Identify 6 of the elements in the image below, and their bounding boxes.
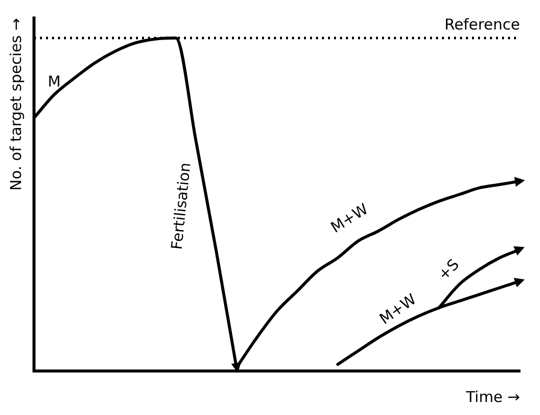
y-axis-title: No. of target species → (6, 18, 25, 191)
annotation: Fertilisation (168, 162, 194, 250)
x-axis-title: Time → (464, 388, 520, 406)
series-label: M (48, 72, 61, 90)
ref-line-label: Reference (444, 15, 520, 34)
text: +S (434, 255, 463, 284)
